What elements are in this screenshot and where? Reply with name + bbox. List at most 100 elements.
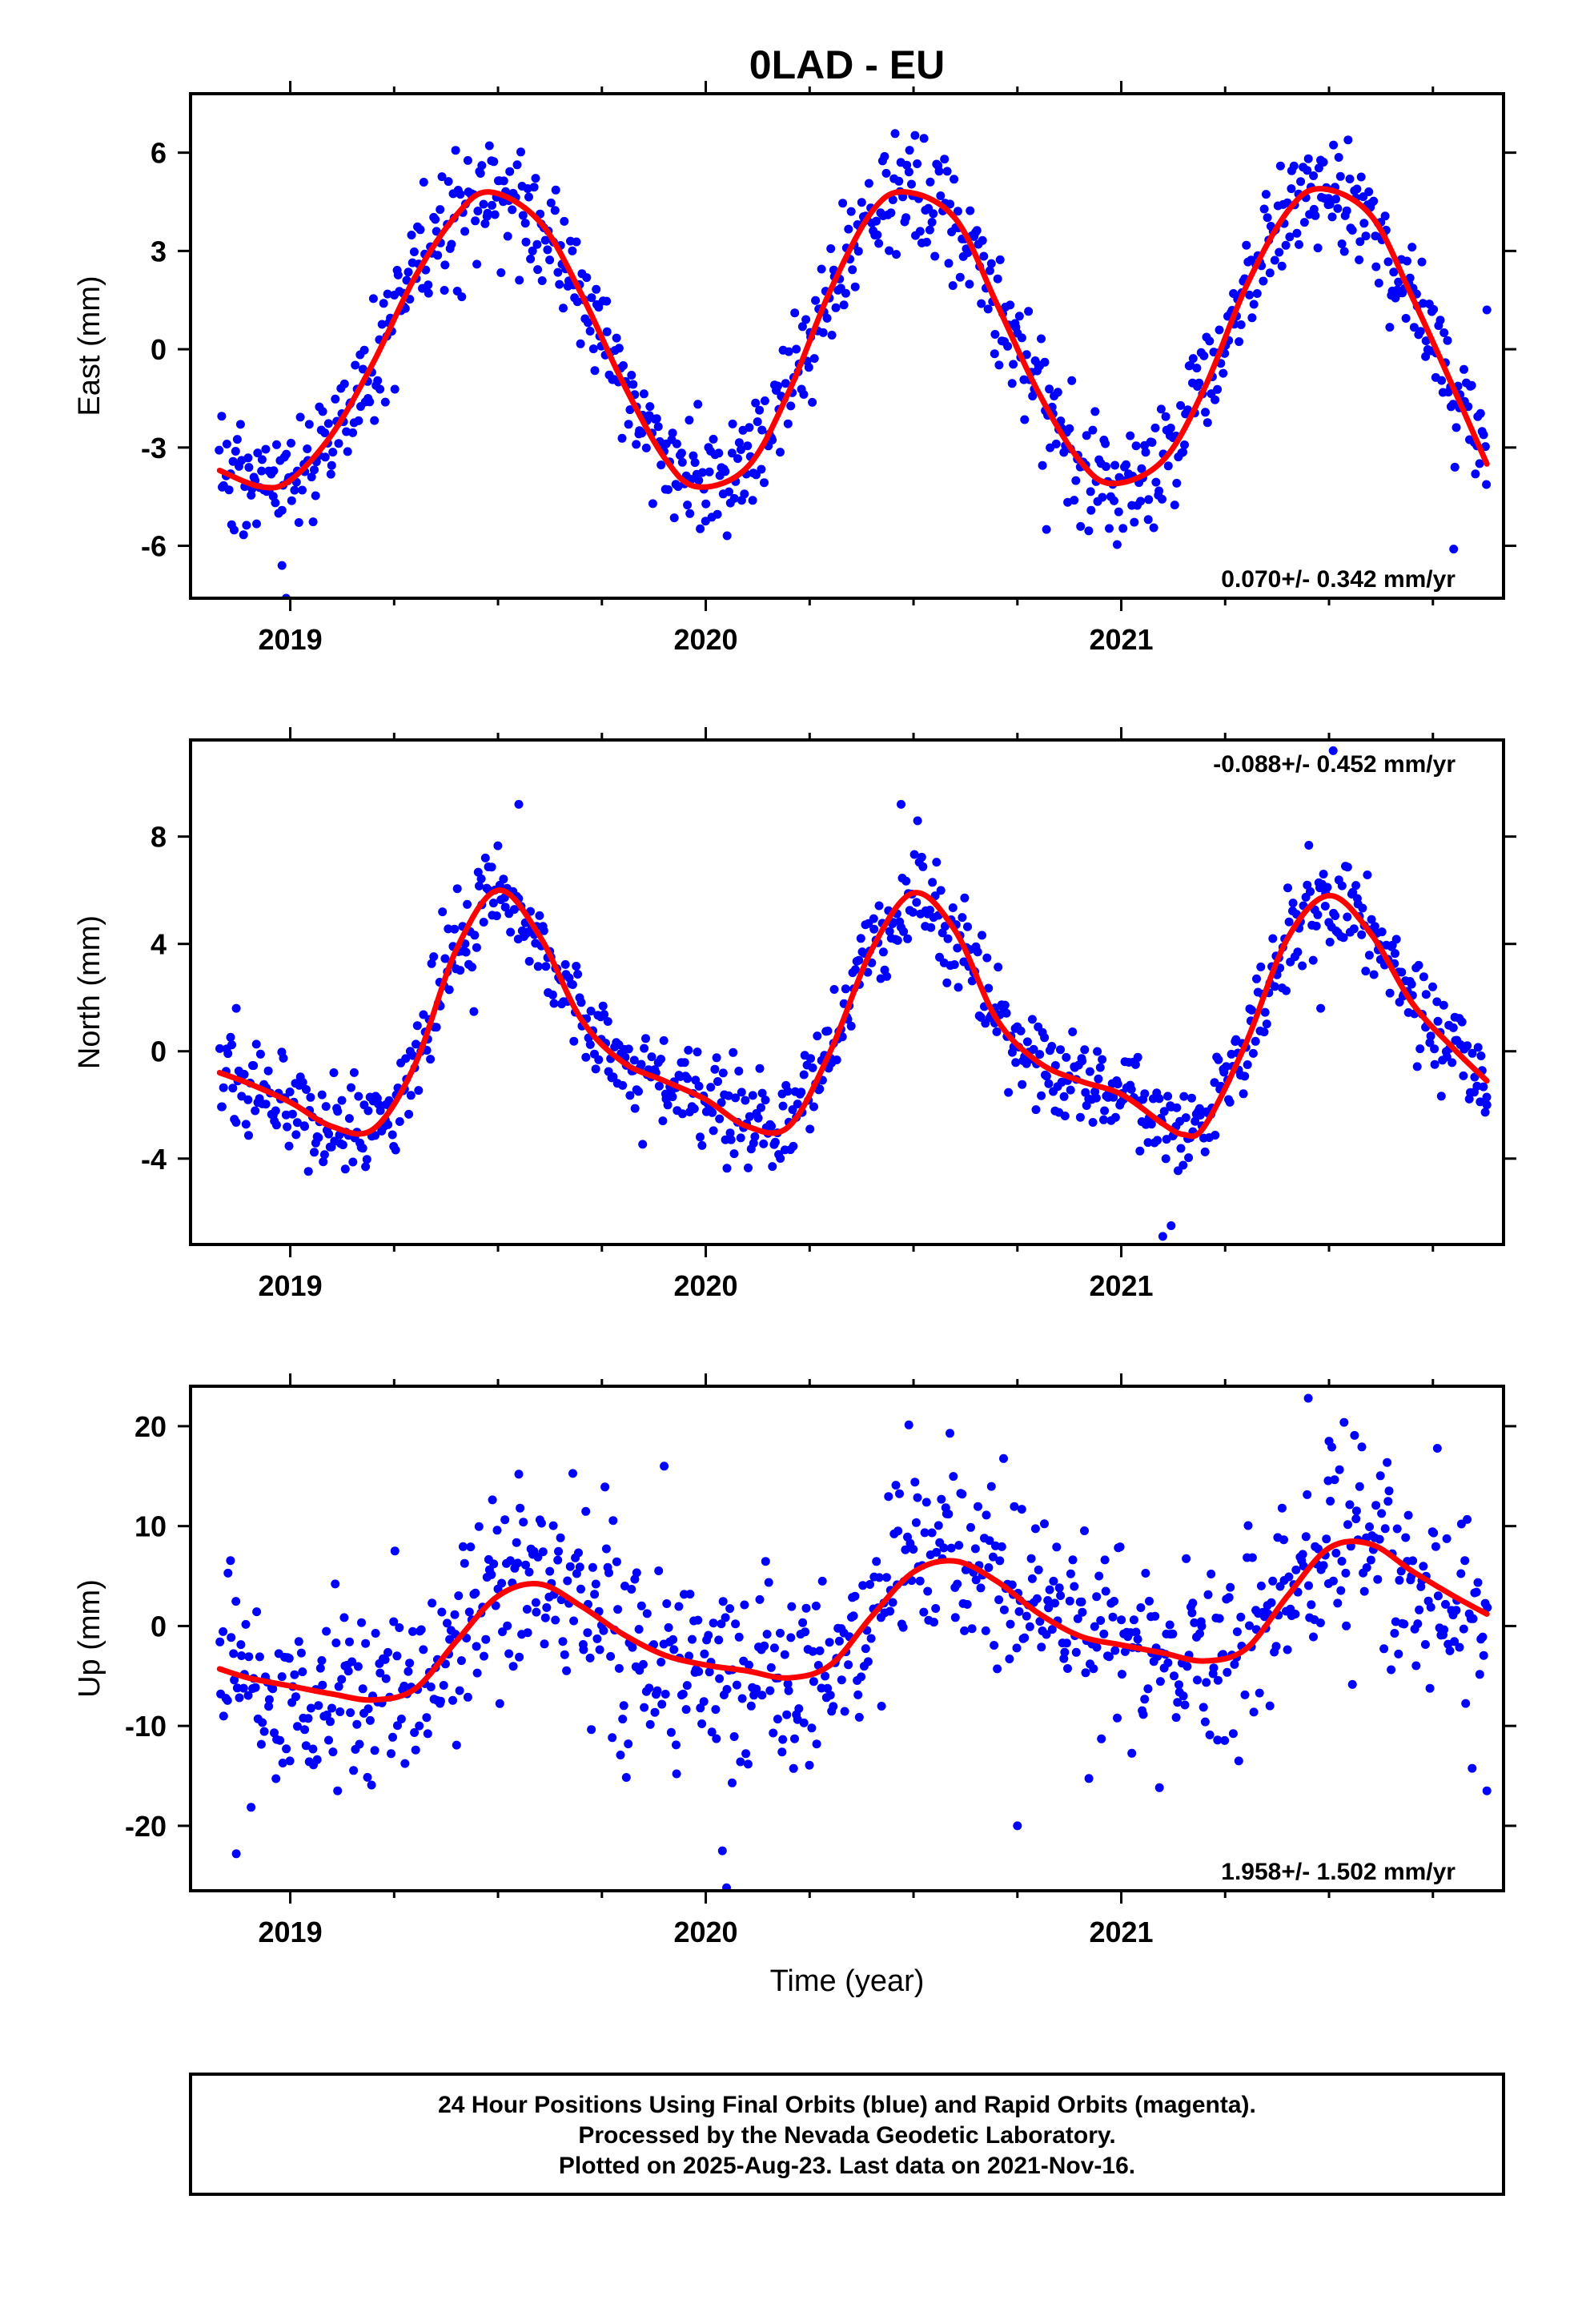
data-point — [950, 960, 959, 969]
data-point — [322, 1711, 331, 1719]
data-point — [955, 272, 965, 282]
data-point — [405, 1659, 415, 1668]
data-point — [1303, 1490, 1312, 1499]
data-point — [740, 489, 749, 499]
data-point — [1232, 1627, 1242, 1637]
y-axis-label: Up (mm) — [73, 1579, 106, 1698]
data-point — [1070, 496, 1079, 505]
data-point — [1347, 1679, 1357, 1689]
data-point — [806, 1054, 815, 1063]
data-point — [904, 167, 913, 177]
data-point — [728, 1778, 737, 1787]
data-point — [411, 1745, 420, 1755]
data-point — [1333, 203, 1343, 213]
data-point — [745, 1112, 754, 1121]
data-point — [1022, 1611, 1031, 1621]
data-point — [773, 1715, 782, 1724]
data-point — [560, 1650, 569, 1659]
data-point — [1304, 841, 1314, 850]
data-point — [554, 1546, 563, 1556]
data-point — [319, 1150, 329, 1160]
data-point — [669, 513, 679, 523]
data-point — [936, 886, 946, 895]
data-point — [474, 1522, 484, 1531]
data-point — [1439, 1000, 1448, 1010]
data-point — [1359, 1586, 1369, 1596]
data-point — [400, 1759, 410, 1768]
data-point — [1436, 1092, 1446, 1101]
data-point — [458, 1542, 468, 1551]
y-tick-label: -6 — [141, 530, 167, 563]
data-point — [1483, 1602, 1492, 1612]
data-point — [1323, 1476, 1333, 1486]
data-point — [1369, 196, 1379, 206]
data-point — [489, 157, 499, 167]
data-point — [732, 1680, 741, 1690]
data-point — [307, 472, 316, 482]
data-point — [1022, 350, 1031, 360]
data-point — [319, 1157, 328, 1167]
data-point — [1343, 912, 1352, 922]
y-tick-label: -3 — [141, 432, 167, 464]
data-point — [1460, 364, 1468, 374]
data-point — [1352, 184, 1362, 194]
data-point — [1308, 955, 1318, 965]
data-point — [284, 1654, 294, 1663]
data-point — [1065, 424, 1074, 433]
data-point — [488, 200, 496, 210]
data-point — [884, 1492, 893, 1502]
data-point — [627, 371, 636, 380]
data-point — [1032, 1594, 1042, 1603]
data-point — [271, 1774, 281, 1783]
data-point — [699, 1697, 709, 1707]
data-point — [1303, 166, 1312, 175]
data-point — [801, 315, 811, 324]
data-point — [241, 1619, 251, 1629]
data-point — [681, 1705, 691, 1715]
data-point — [1472, 1587, 1481, 1597]
data-point — [1377, 1509, 1387, 1518]
data-point — [1303, 1393, 1313, 1403]
data-point — [498, 1627, 507, 1637]
data-point — [1105, 524, 1114, 533]
data-point — [709, 1126, 718, 1136]
data-point — [1295, 239, 1303, 249]
data-point — [227, 1633, 236, 1642]
data-point — [769, 1728, 778, 1738]
data-point — [528, 246, 537, 255]
data-point — [247, 1803, 256, 1812]
data-point — [1188, 1598, 1198, 1608]
data-point — [905, 146, 914, 155]
data-point — [741, 1096, 750, 1105]
data-point — [683, 501, 693, 510]
data-point — [948, 903, 958, 912]
data-point — [540, 235, 550, 245]
data-point — [1441, 1599, 1450, 1609]
data-point — [697, 468, 707, 477]
data-point — [585, 1039, 595, 1049]
data-point — [287, 496, 296, 505]
data-point — [1375, 1534, 1384, 1544]
data-point — [1060, 1112, 1070, 1120]
data-point — [656, 1055, 665, 1063]
data-point — [1391, 935, 1401, 944]
data-point — [377, 320, 387, 329]
data-point — [1348, 887, 1358, 897]
data-point — [1323, 883, 1332, 892]
data-point — [897, 799, 905, 809]
data-point — [590, 366, 600, 376]
data-point — [1182, 1554, 1191, 1563]
data-point — [757, 425, 767, 435]
data-point — [748, 1091, 757, 1100]
data-point — [729, 1732, 739, 1741]
data-point — [678, 1109, 687, 1119]
north-panel: 2019 2020 2021 -4 0 4 8 North (mm) -0.088+/- 0.4… — [73, 727, 1516, 1302]
x-tick-label: 2020 — [673, 1269, 737, 1302]
data-point — [1012, 1643, 1022, 1653]
data-point — [1289, 161, 1299, 171]
data-point — [1285, 232, 1295, 242]
data-point — [778, 1735, 788, 1744]
data-point — [797, 1088, 806, 1097]
data-point — [590, 1590, 600, 1599]
data-point — [865, 1580, 874, 1589]
